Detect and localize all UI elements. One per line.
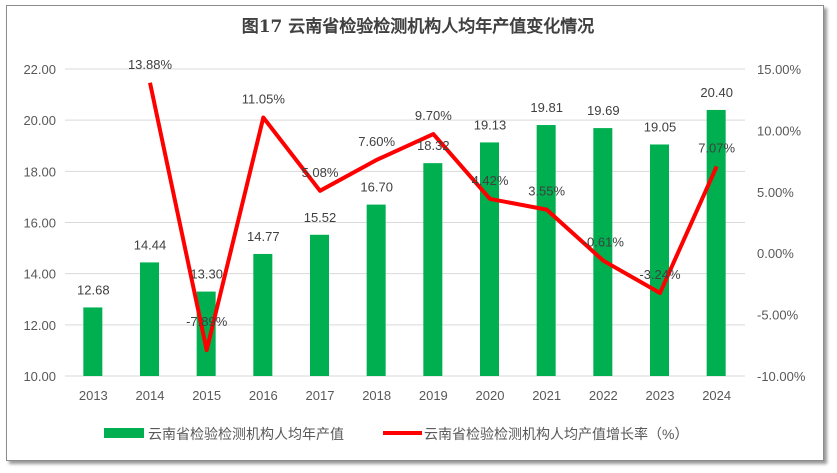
y-left-tick-label: 14.00 — [23, 267, 56, 282]
line-data-label: 7.60% — [358, 134, 395, 149]
legend-bar-swatch — [104, 428, 144, 438]
bar — [650, 144, 669, 376]
bar — [140, 262, 159, 376]
bar-data-label: 19.81 — [530, 100, 563, 115]
bar-data-label: 19.05 — [644, 119, 677, 134]
x-tick-label: 2017 — [306, 388, 335, 403]
line-data-label: -7.89% — [186, 314, 228, 329]
y-right-tick-label: -10.00% — [757, 369, 806, 384]
line-data-label: 13.88% — [128, 57, 173, 72]
line-data-label: 9.70% — [415, 108, 452, 123]
bar — [196, 291, 216, 376]
legend-bar-label: 云南省检验检测机构人均年产值 — [148, 426, 344, 442]
x-tick-label: 2015 — [192, 388, 221, 403]
line-data-label: -0.61% — [583, 235, 625, 250]
line-data-label: 7.07% — [698, 140, 735, 155]
x-tick-label: 2016 — [249, 388, 278, 403]
bar — [310, 234, 329, 376]
bar-data-label: 14.44 — [134, 237, 167, 252]
y-right-tick-label: 5.00% — [757, 185, 794, 200]
x-tick-label: 2024 — [702, 388, 731, 403]
line-data-label: 4.42% — [472, 173, 509, 188]
y-right-tick-label: 0.00% — [757, 246, 794, 261]
y-left-tick-label: 18.00 — [23, 164, 56, 179]
chart-title: 图17 云南省检验检测机构人均年产值变化情况 — [242, 16, 595, 37]
bar — [366, 204, 386, 376]
bar-data-label: 14.77 — [247, 229, 280, 244]
x-tick-label: 2023 — [646, 388, 675, 403]
line-data-label: 11.05% — [242, 92, 286, 107]
y-right-tick-label: 15.00% — [757, 62, 802, 77]
bar-data-label: 20.40 — [700, 85, 733, 100]
bar-data-label: 15.52 — [304, 210, 337, 225]
line-data-label: -3.24% — [639, 267, 681, 282]
y-left-tick-label: 16.00 — [23, 216, 56, 231]
bar — [536, 125, 556, 376]
bar — [83, 307, 103, 376]
x-tick-label: 2020 — [476, 388, 505, 403]
x-tick-label: 2018 — [362, 388, 391, 403]
bar-data-label: 16.70 — [360, 180, 393, 195]
bar-data-label: 12.68 — [77, 282, 110, 297]
x-tick-label: 2022 — [589, 388, 618, 403]
bar — [593, 128, 613, 376]
y-left-tick-label: 20.00 — [23, 113, 56, 128]
y-left-tick-label: 22.00 — [23, 62, 56, 77]
line-data-label: 5.08% — [302, 165, 339, 180]
legend-line-label: 云南省检验检测机构人均产值增长率（%） — [424, 426, 688, 442]
bar — [423, 163, 443, 376]
line-data-label: 3.55% — [528, 184, 565, 199]
x-tick-label: 2021 — [532, 388, 561, 403]
bar-data-label: 18.32 — [417, 138, 450, 153]
x-tick-label: 2019 — [419, 388, 448, 403]
x-tick-label: 2013 — [79, 388, 108, 403]
y-right-tick-label: 10.00% — [757, 123, 802, 138]
y-right-tick-label: -5.00% — [757, 308, 799, 323]
y-left-tick-label: 10.00 — [23, 369, 56, 384]
bar-data-label: 19.13 — [474, 117, 507, 132]
bar — [253, 253, 273, 376]
bar-data-label: 13.30 — [190, 267, 223, 282]
y-left-tick-label: 12.00 — [23, 318, 56, 333]
x-tick-label: 2014 — [136, 388, 165, 403]
bar-data-label: 19.69 — [587, 103, 620, 118]
